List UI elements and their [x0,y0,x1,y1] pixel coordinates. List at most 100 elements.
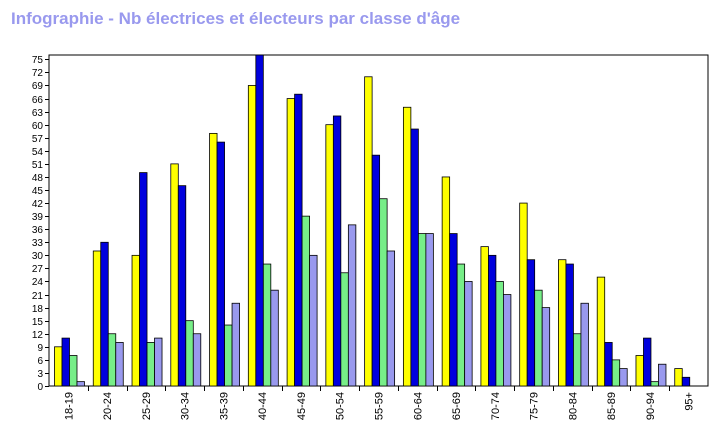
x-category-label: 70-74 [490,392,502,420]
y-tick-label: 12 [32,330,44,341]
bar [386,250,396,387]
chart-title: Infographie - Nb électrices et électeurs… [11,9,461,28]
bar [262,263,272,387]
bar [154,337,163,387]
bar [170,163,179,387]
x-category-label: 85-89 [606,392,618,420]
bar [573,333,582,387]
bar [503,294,512,387]
bar [658,363,667,387]
y-tick-label: 42 [32,199,44,210]
bar [534,289,543,387]
bar [364,76,373,387]
bar [480,246,489,387]
y-tick-label: 75 [32,55,44,66]
bar [519,202,528,387]
bar [100,241,109,387]
bar [464,281,473,387]
y-tick-label: 30 [32,251,44,262]
bar [565,263,574,387]
bar [441,176,451,387]
bar [115,342,124,387]
bar [410,128,419,387]
bar [76,381,85,387]
bar [69,355,78,387]
bar [580,302,589,387]
x-category-label: 60-64 [412,392,424,420]
bar [456,263,466,387]
bar [347,224,357,387]
y-tick-label: 24 [32,277,44,288]
y-tick-label: 54 [32,147,44,158]
bar [325,124,334,387]
x-category-label: 65-69 [451,392,463,420]
x-category-label: 18-19 [63,392,75,420]
y-tick-label: 45 [32,186,44,197]
bar [379,198,388,387]
bar [309,254,318,387]
bar [177,185,187,387]
y-tick-label: 36 [32,225,44,236]
y-tick-label: 27 [32,264,44,275]
x-category-label: 55-59 [374,392,386,420]
y-tick-label: 18 [32,304,44,315]
y-tick-label: 57 [32,134,44,145]
x-category-label: 35-39 [218,392,230,420]
x-category-label: 50-54 [335,392,347,420]
y-tick-label: 0 [37,382,43,393]
bar [371,154,381,387]
y-tick-label: 60 [32,121,44,132]
bar [231,302,240,387]
bar [526,259,536,387]
y-tick-label: 6 [37,356,43,367]
bar [54,346,63,387]
bar [340,272,349,387]
bar [61,337,70,387]
x-category-label: 40-44 [257,392,269,420]
x-category-label: 45-49 [296,392,308,420]
bar [619,368,628,387]
x-category-label: 95+ [684,392,696,411]
bar [643,337,652,387]
x-category-label: 75-79 [529,392,541,420]
bar [596,276,606,387]
bar [139,172,148,387]
bar [611,359,621,387]
x-category-label: 90-94 [645,392,657,420]
bar [185,320,194,387]
bar [294,93,303,387]
bar [107,333,117,387]
bar [681,376,691,387]
bar [488,254,497,387]
bar [216,141,225,387]
x-category-label: 25-29 [141,392,153,420]
bar [192,333,202,387]
bar [247,85,257,387]
bar [286,98,295,387]
y-tick-label: 48 [32,173,44,184]
bar [449,233,458,387]
bar [92,250,102,387]
y-tick-label: 21 [32,291,44,302]
y-tick-label: 69 [32,81,44,92]
bar [270,289,279,387]
x-category-label: 80-84 [567,392,579,420]
bar [604,342,613,387]
bar [650,381,659,387]
y-tick-label: 72 [32,68,44,79]
bar [635,355,644,387]
y-tick-label: 15 [32,317,44,328]
bar [209,132,218,387]
bar [332,115,342,387]
y-tick-label: 63 [32,108,44,119]
bar [417,233,427,387]
bar [541,307,551,387]
y-tick-label: 39 [32,212,44,223]
bar [224,324,233,387]
bar [146,342,155,387]
y-tick-label: 33 [32,238,44,249]
bar [558,259,567,387]
bar [495,281,504,387]
bar [402,106,412,387]
